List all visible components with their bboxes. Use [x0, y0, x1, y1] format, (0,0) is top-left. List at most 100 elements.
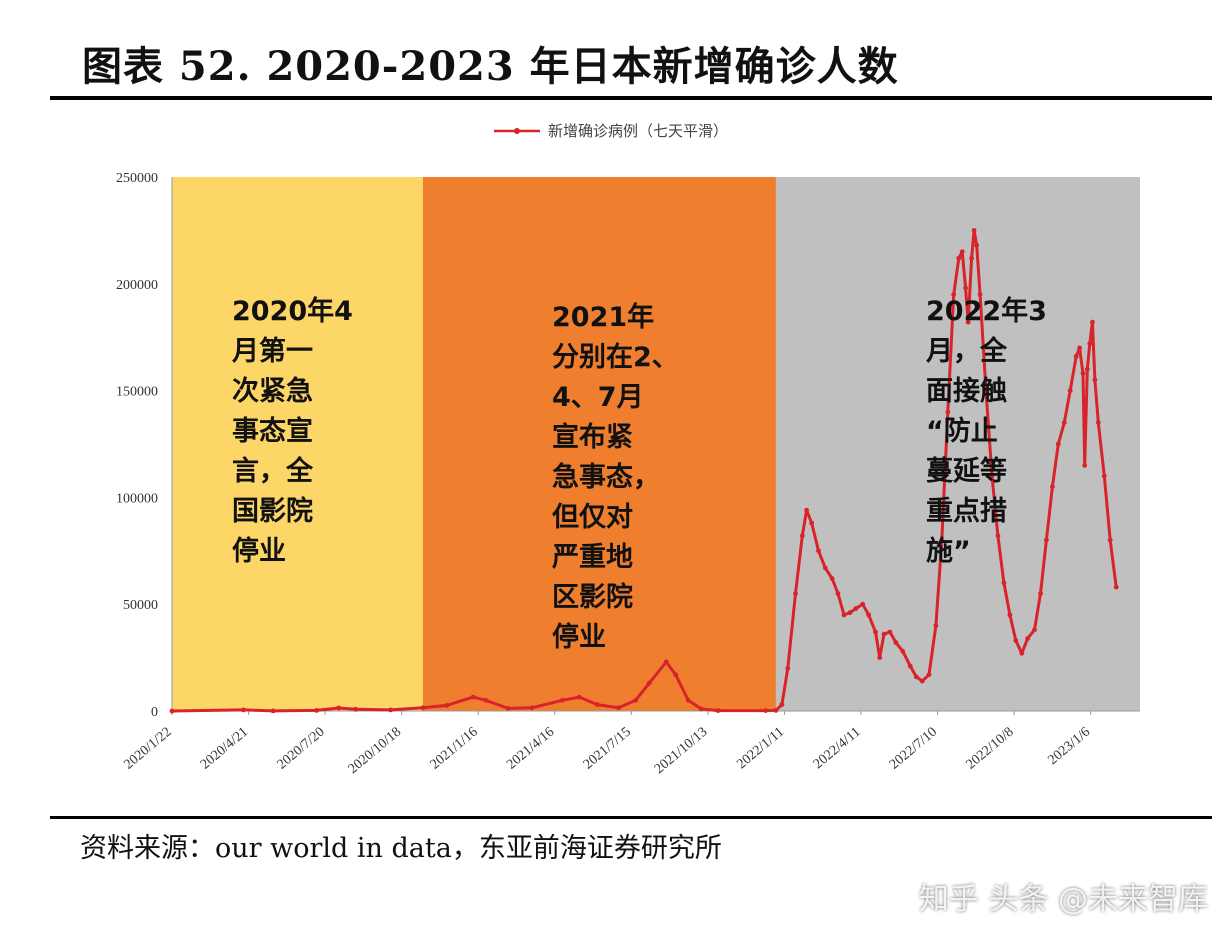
x-tick-label: 2022/1/11: [734, 725, 787, 773]
band-annotation-line: 施”: [926, 536, 971, 567]
band-annotation-line: 2022年3: [926, 295, 1047, 327]
band-annotation-line: 停业: [552, 621, 606, 653]
data-point: [919, 678, 925, 684]
data-point: [809, 520, 815, 526]
data-point: [969, 255, 974, 261]
x-tick-label: 2023/1/6: [1045, 725, 1093, 768]
data-point: [685, 697, 691, 703]
data-point: [841, 612, 847, 618]
y-tick-label: 250000: [116, 171, 158, 186]
y-tick-label: 0: [151, 705, 158, 720]
data-point: [529, 705, 535, 711]
data-point: [829, 576, 835, 581]
data-point: [505, 706, 511, 711]
x-tick-label: 2021/4/16: [504, 725, 557, 773]
band-annotation-line: 事态宣: [232, 415, 313, 447]
data-point: [956, 255, 962, 261]
data-point: [881, 631, 887, 637]
band-annotation-line: 月，全: [925, 335, 1008, 367]
data-point: [893, 640, 899, 645]
data-point: [1055, 441, 1061, 447]
band-annotation-line: “防止: [926, 416, 998, 447]
x-tick-label: 2020/4/21: [198, 725, 251, 773]
data-point: [633, 697, 638, 703]
data-point: [577, 694, 582, 700]
data-point: [336, 705, 342, 711]
band-annotation-line: 月第一: [231, 335, 313, 367]
x-tick-label: 2021/10/13: [652, 725, 711, 777]
data-point: [763, 708, 769, 713]
band-annotation-line: 重点措: [926, 496, 1007, 527]
x-tick-label: 2020/10/18: [346, 725, 405, 777]
data-point: [835, 591, 841, 596]
data-point: [860, 601, 866, 607]
covid-cases-chart: 0 50000 100000 150000 200000 250000 2020/1/22 2…: [116, 122, 1140, 777]
legend-label: 新增确诊病例（七天平滑）: [548, 122, 728, 140]
series-layer: [169, 228, 1119, 714]
data-point: [1032, 627, 1037, 633]
y-tick-label: 100000: [116, 491, 158, 506]
data-point: [1101, 473, 1107, 479]
data-point: [1044, 537, 1049, 543]
data-point: [646, 680, 652, 686]
band-annotation-line: 面接触: [926, 376, 1007, 407]
data-point: [974, 243, 980, 248]
data-point: [1061, 420, 1067, 425]
band-annotation-line: 次紧急: [232, 375, 313, 407]
band-annotation-line: 分别在2、: [552, 342, 679, 373]
data-point: [907, 663, 913, 669]
data-point: [933, 623, 939, 628]
data-point: [877, 655, 883, 660]
band-annotation-line: 急事态，: [552, 461, 660, 493]
period-band-2: [422, 177, 776, 711]
data-point: [1067, 388, 1073, 393]
data-point: [1025, 636, 1031, 641]
data-point: [779, 702, 785, 707]
data-point: [673, 672, 678, 678]
legend-marker: [514, 128, 520, 134]
data-point: [939, 537, 945, 543]
source-note: 资料来源：our world in data，东亚前海证券研究所: [80, 833, 722, 864]
data-point: [900, 648, 906, 654]
data-point: [804, 507, 809, 513]
data-point: [715, 708, 721, 713]
x-tick-label: 2022/10/8: [964, 725, 1017, 773]
watermark: 知乎 头条 @未来智库: [918, 882, 1208, 917]
data-point: [388, 707, 393, 713]
data-point: [241, 707, 246, 713]
data-point: [847, 610, 853, 616]
band-annotation-line: 宣布紧: [552, 421, 633, 453]
band-annotation-line: 4、7月: [552, 382, 644, 413]
band-annotation-line: 区影院: [552, 581, 633, 613]
data-point: [594, 702, 600, 707]
data-point: [816, 548, 821, 554]
data-point: [1084, 366, 1090, 372]
y-tick-label: 150000: [116, 385, 158, 400]
band-annotation-line: 2020年4: [232, 295, 353, 327]
data-point: [663, 659, 669, 665]
data-point: [873, 629, 878, 635]
data-point: [822, 565, 828, 571]
band-annotation-line: 但仅对: [552, 502, 633, 533]
data-point: [977, 292, 983, 297]
band-annotation-line: 停业: [232, 535, 286, 567]
band-annotation-line: 严重地: [552, 542, 633, 573]
band-annotation-line: 国影院: [232, 495, 313, 527]
data-point: [913, 674, 919, 680]
data-point: [1013, 638, 1019, 643]
data-point: [1113, 584, 1119, 590]
period-bands: [172, 177, 1140, 711]
data-point: [353, 706, 359, 712]
data-point: [1092, 377, 1098, 383]
data-point: [926, 672, 932, 678]
data-point: [616, 705, 621, 711]
y-tick-label: 50000: [123, 598, 158, 613]
data-point: [470, 694, 476, 700]
period-band-1: [172, 177, 423, 711]
data-point: [785, 665, 791, 671]
data-point: [444, 703, 450, 708]
data-point: [1001, 580, 1007, 586]
data-point: [989, 473, 995, 479]
series-line-1: [171, 228, 1118, 713]
